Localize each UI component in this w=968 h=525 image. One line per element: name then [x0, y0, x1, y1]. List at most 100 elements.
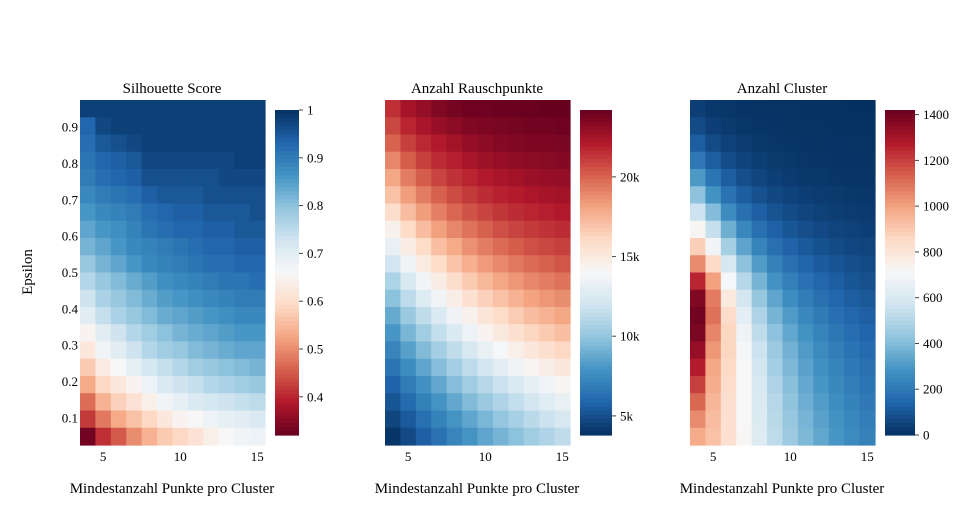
colorbar-segment — [885, 386, 915, 391]
heatmap-cell — [797, 358, 814, 377]
heatmap-cell — [508, 427, 525, 446]
heatmap-cell — [110, 410, 127, 429]
colorbar-segment — [275, 280, 299, 286]
heatmap-cell — [80, 427, 97, 446]
colorbar-segment — [275, 199, 299, 205]
colorbar — [885, 110, 915, 436]
heatmap-cell — [751, 203, 768, 222]
heatmap-cell — [446, 393, 463, 412]
heatmap-cell — [95, 358, 112, 377]
heatmap-cell — [844, 117, 861, 136]
heatmap-cell — [446, 324, 463, 343]
heatmap-cell — [172, 427, 189, 446]
colorbar-segment — [885, 296, 915, 302]
heatmap-cell — [415, 255, 432, 274]
heatmap-cell — [234, 100, 251, 118]
heatmap-cell — [462, 186, 479, 205]
heatmap-cell — [508, 186, 525, 205]
heatmap-cell — [690, 324, 707, 343]
heatmap-cell — [249, 169, 266, 187]
heatmap-cell — [554, 410, 571, 429]
heatmap-cell — [782, 203, 799, 222]
heatmap-cell — [462, 410, 479, 429]
heatmap-cell — [690, 393, 707, 412]
y-tick-label: 0.7 — [62, 192, 79, 207]
colorbar-segment — [275, 418, 299, 424]
y-tick-label: 0.8 — [62, 156, 78, 171]
colorbar-segment — [885, 219, 915, 225]
heatmap-cell — [187, 376, 204, 394]
heatmap-cell — [751, 358, 768, 377]
y-axis-ticks: 0.1 0.2 0.3 0.4 0.5 0.6 0.7 0.8 0.9 — [62, 120, 79, 426]
heatmap-cell — [705, 169, 722, 187]
heatmap-cell — [797, 220, 814, 239]
heatmap-cell — [508, 255, 525, 274]
colorbar-segment — [275, 394, 299, 400]
heatmap-cell — [859, 427, 876, 446]
colorbar-ticks: 5k 10k 15k 20k — [612, 169, 640, 423]
heatmap-cell — [690, 169, 707, 187]
heatmap-cell — [431, 272, 448, 291]
heatmap-cell — [172, 358, 189, 377]
heatmap-cell — [415, 358, 432, 377]
heatmap-cell — [797, 203, 814, 222]
heatmap-cell — [797, 186, 814, 205]
colorbar-segment — [275, 309, 299, 314]
heatmap-cell — [462, 307, 479, 325]
heatmap-cell — [813, 220, 830, 239]
heatmap-cell — [80, 255, 97, 274]
x-axis-label: Mindestanzahl Punkte pro Cluster — [680, 481, 885, 497]
heatmap-cell — [80, 393, 97, 412]
heatmap-cell — [767, 358, 784, 377]
heatmap-cell — [218, 289, 235, 308]
colorbar-segment — [885, 398, 915, 404]
colorbar-segment — [580, 280, 612, 286]
colorbar-segment — [885, 341, 915, 347]
heatmap-cell — [249, 324, 266, 343]
heatmap-cell — [477, 255, 494, 274]
colorbar-segment — [885, 134, 915, 140]
colorbar-segment — [275, 150, 299, 156]
heatmap-cell — [415, 134, 432, 153]
colorbar-segment — [580, 300, 612, 306]
colorbar-segment — [580, 341, 612, 347]
colorbar-segment — [275, 313, 299, 318]
heatmap-cell — [751, 134, 768, 153]
colorbar-segment — [885, 248, 915, 253]
heatmap-cell — [187, 272, 204, 291]
heatmap-cell — [554, 151, 571, 170]
heatmap-cell — [95, 272, 112, 291]
colorbar-segment — [275, 329, 299, 335]
heatmap-cell — [249, 134, 266, 153]
heatmap-cell — [523, 324, 540, 343]
heatmap-cell — [95, 117, 112, 136]
heatmap-cell — [705, 376, 722, 394]
heatmap-cell — [767, 410, 784, 429]
colorbar-segment — [275, 256, 299, 261]
heatmap-cell — [80, 238, 97, 256]
heatmap-cell — [385, 151, 402, 170]
colorbar-segment — [580, 374, 612, 379]
heatmap-cell — [767, 393, 784, 412]
colorbar-segment — [275, 410, 299, 416]
heatmap-cell — [720, 427, 737, 446]
colorbar-segment — [885, 374, 915, 379]
heatmap-cell — [95, 427, 112, 446]
heatmap-cell — [844, 358, 861, 377]
heatmap-cell — [415, 376, 432, 394]
heatmap-cell — [767, 376, 784, 394]
heatmap-cell — [385, 169, 402, 187]
heatmap-cell — [203, 324, 220, 343]
colorbar-segment — [580, 170, 612, 176]
heatmap-cell — [218, 151, 235, 170]
heatmap-cell — [844, 289, 861, 308]
heatmap-cell — [844, 134, 861, 153]
colorbar-segment — [580, 378, 612, 383]
colorbar-segment — [885, 142, 915, 148]
heatmap-cell — [462, 220, 479, 239]
heatmap-cell — [172, 272, 189, 291]
heatmap-cell — [110, 255, 127, 274]
heatmap-cell — [249, 289, 266, 308]
heatmap-cell — [554, 134, 571, 153]
heatmap-cell — [736, 169, 753, 187]
